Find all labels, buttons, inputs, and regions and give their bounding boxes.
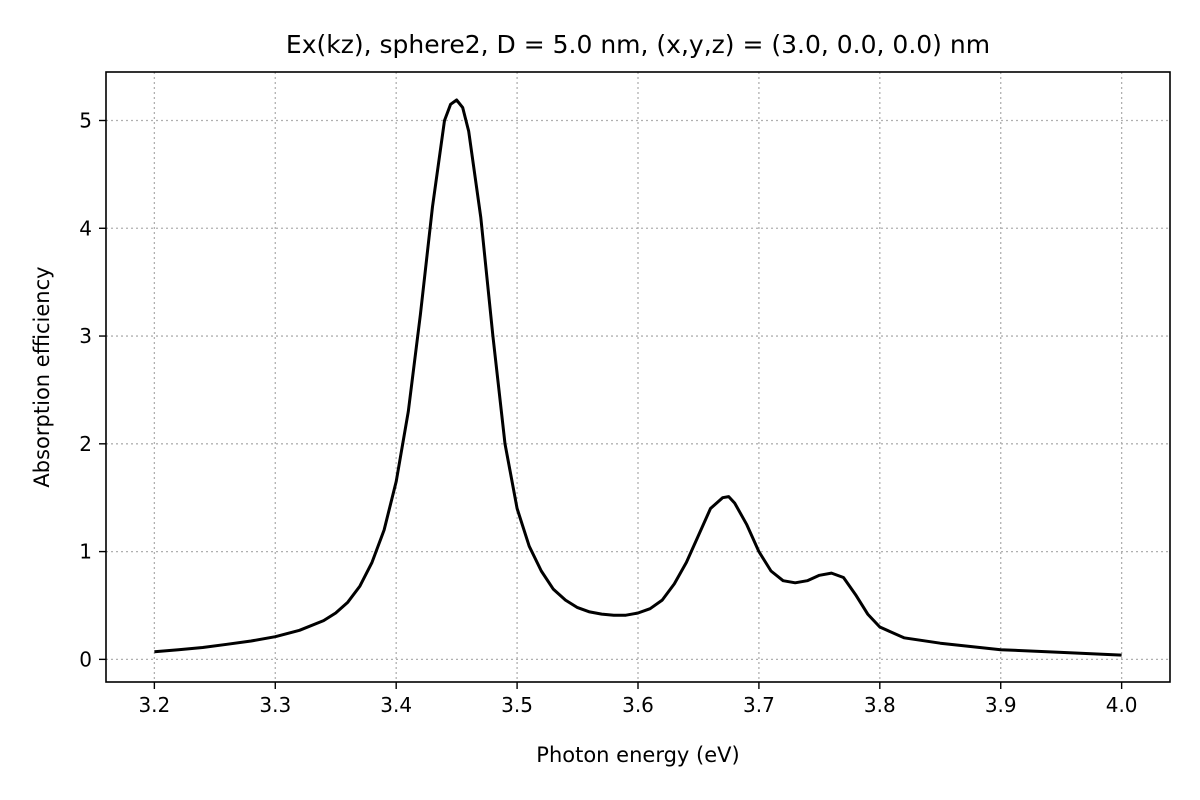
grid-layer <box>106 72 1170 682</box>
x-tick-label: 3.2 <box>138 693 170 717</box>
absorption-line <box>154 98 1122 657</box>
x-tick-label: 3.3 <box>259 693 291 717</box>
x-tick-label: 3.4 <box>380 693 412 717</box>
ticks-layer: 3.2 3.3 3.4 3.5 3.6 3.7 3.8 3.9 4.0 0 1 2 3 4 5 <box>79 108 1137 717</box>
x-tick-label: 3.7 <box>743 693 775 717</box>
x-tick-label: 3.5 <box>501 693 533 717</box>
y-axis-label: Absorption efficiency <box>30 266 54 487</box>
plot-frame <box>105 71 1171 683</box>
y-tick-label: 2 <box>79 432 92 456</box>
x-axis-label: Photon energy (eV) <box>536 743 739 767</box>
y-tick-label: 5 <box>79 108 92 132</box>
y-tick-label: 3 <box>79 324 92 348</box>
chart-title: Ex(kz), sphere2, D = 5.0 nm, (x,y,z) = (… <box>286 30 990 59</box>
x-tick-label: 3.6 <box>622 693 654 717</box>
series-layer <box>154 98 1122 657</box>
x-tick-label: 3.8 <box>864 693 896 717</box>
y-tick-label: 0 <box>79 647 92 671</box>
y-tick-label: 1 <box>79 540 92 564</box>
x-tick-label: 3.9 <box>985 693 1017 717</box>
x-tick-label: 4.0 <box>1106 693 1138 717</box>
y-tick-label: 4 <box>79 216 92 240</box>
